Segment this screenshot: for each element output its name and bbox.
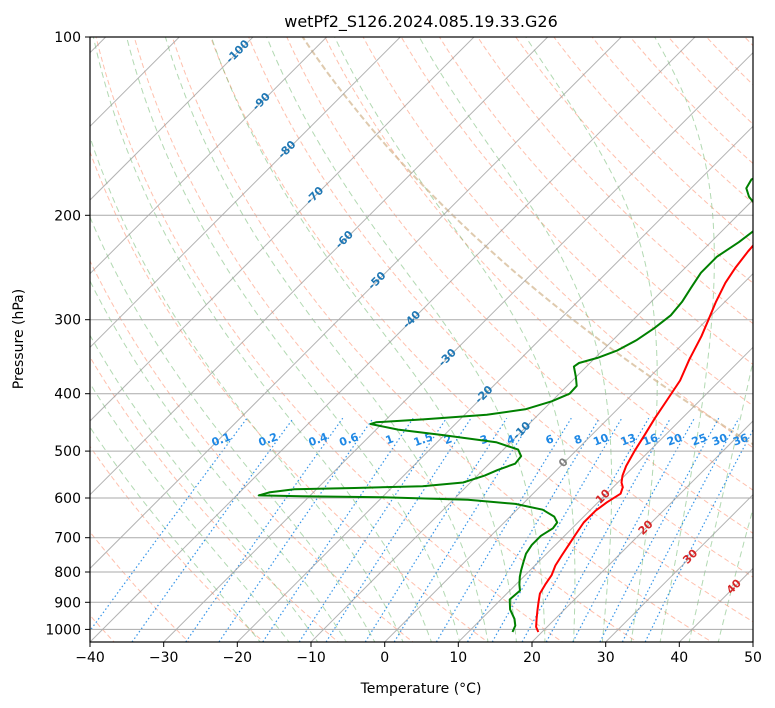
dry-adiabat xyxy=(756,10,775,645)
mixing-ratio-line xyxy=(364,417,508,642)
mixing-ratio-line xyxy=(644,428,753,642)
mixing-ratio-line xyxy=(545,417,672,642)
x-axis: −40 −30 −20 −10 0 10 20 30 40 50 xyxy=(75,642,762,666)
skewed-isotherm xyxy=(90,37,181,128)
y-tick-label: 600 xyxy=(54,491,81,507)
mixing-ratio-line xyxy=(466,417,600,642)
x-tick-label: 50 xyxy=(744,650,762,666)
mixing-ratio-line xyxy=(325,417,472,642)
mixing-ratio-line xyxy=(90,417,248,632)
skewed-isotherm xyxy=(90,37,328,275)
mixing-ratio-line xyxy=(621,417,740,642)
x-tick-label: 20 xyxy=(523,650,541,666)
mixing-ratio-label: 36 xyxy=(731,431,750,449)
skewed-isotherm xyxy=(90,37,475,422)
chart-title: wetPf2_S126.2024.085.19.33.G26 xyxy=(284,12,558,32)
mixing-ratio-label: 1.5 xyxy=(412,430,435,449)
y-tick-label: 1000 xyxy=(45,622,81,638)
mixing-ratio-line xyxy=(131,417,294,642)
dry-adiabat xyxy=(400,37,753,407)
mixing-ratio-label: 1 xyxy=(384,432,396,447)
plot-background xyxy=(90,37,753,642)
x-axis-label: Temperature (°C) xyxy=(360,681,482,697)
mixing-ratio-label: 2 xyxy=(442,432,454,447)
mixing-ratio-label: 10 xyxy=(591,431,610,449)
skewed-isotherm xyxy=(457,346,753,642)
y-tick-label: 300 xyxy=(54,313,81,329)
x-tick-label: 0 xyxy=(380,650,389,666)
y-axis: 100 200 300 400 500 600 700 800 900 1000 xyxy=(45,30,90,638)
skewed-isotherm xyxy=(310,199,753,642)
y-tick-label: 500 xyxy=(54,444,81,460)
mixing-ratio-label: 16 xyxy=(641,431,660,449)
x-tick-label: 30 xyxy=(597,650,615,666)
y-tick-label: 100 xyxy=(54,30,81,46)
mixing-ratio-line xyxy=(491,417,623,642)
mixing-ratio-label: 0.2 xyxy=(257,430,280,449)
skewed-isotherm xyxy=(0,10,59,654)
skewed-isotherm xyxy=(90,37,623,570)
skewed-isotherm xyxy=(236,125,753,642)
skewed-isotherm xyxy=(531,420,753,642)
x-tick-label: −30 xyxy=(149,650,179,666)
y-tick-label: 800 xyxy=(54,565,81,581)
dry-adiabat xyxy=(324,37,753,491)
y-tick-label: 700 xyxy=(54,531,81,547)
mixing-ratio-label: 13 xyxy=(619,431,638,448)
skewed-isotherm xyxy=(162,51,753,642)
y-tick-label: 400 xyxy=(54,387,81,403)
grid-lines xyxy=(0,10,753,654)
x-tick-label: −10 xyxy=(296,650,326,666)
dry-adiabat xyxy=(171,37,713,642)
moist-adiabat xyxy=(90,215,376,642)
skewed-isotherm xyxy=(90,37,696,642)
x-tick-label: −40 xyxy=(75,650,105,666)
mixing-ratio-label: 8 xyxy=(572,432,584,447)
x-tick-label: −20 xyxy=(223,650,253,666)
profile-lines xyxy=(257,177,753,633)
skewed-isotherm xyxy=(604,493,753,642)
skewed-isotherm xyxy=(383,272,753,642)
mixing-ratio-line xyxy=(572,417,695,642)
plot-frame xyxy=(89,36,754,643)
x-tick-label: 40 xyxy=(670,650,688,666)
skewed-isotherm xyxy=(90,37,254,201)
mixing-ratio-label: 20 xyxy=(665,431,684,449)
dry-adiabat xyxy=(515,37,753,284)
skewed-isotherm xyxy=(90,37,549,496)
mixing-ratio-label: 6 xyxy=(544,432,556,447)
y-tick-label: 900 xyxy=(54,595,81,611)
mixing-ratio-label: 25 xyxy=(690,431,709,448)
mixing-ratio-label: 0.4 xyxy=(307,430,330,449)
mixing-ratio-label: 0.6 xyxy=(338,430,361,449)
temperature-line xyxy=(535,244,753,633)
dry-adiabat xyxy=(438,37,753,366)
mixing-ratio-label: 0.1 xyxy=(210,430,233,449)
mixing-ratio-line xyxy=(298,417,447,642)
dewpoint-line xyxy=(257,177,753,633)
mixing-ratio-line xyxy=(521,417,650,642)
dry-adiabat xyxy=(90,150,489,642)
y-axis-label: Pressure (hPa) xyxy=(11,289,27,389)
mixing-ratio-line xyxy=(262,417,414,642)
skewed-isotherm xyxy=(90,37,402,349)
dry-adiabat xyxy=(286,37,753,534)
y-tick-label: 200 xyxy=(54,208,81,224)
x-tick-label: 10 xyxy=(449,650,467,666)
mixing-ratio-label: 30 xyxy=(710,431,729,449)
mixing-ratio-line xyxy=(599,417,720,642)
mixing-ratio-label: 4 xyxy=(505,432,517,447)
